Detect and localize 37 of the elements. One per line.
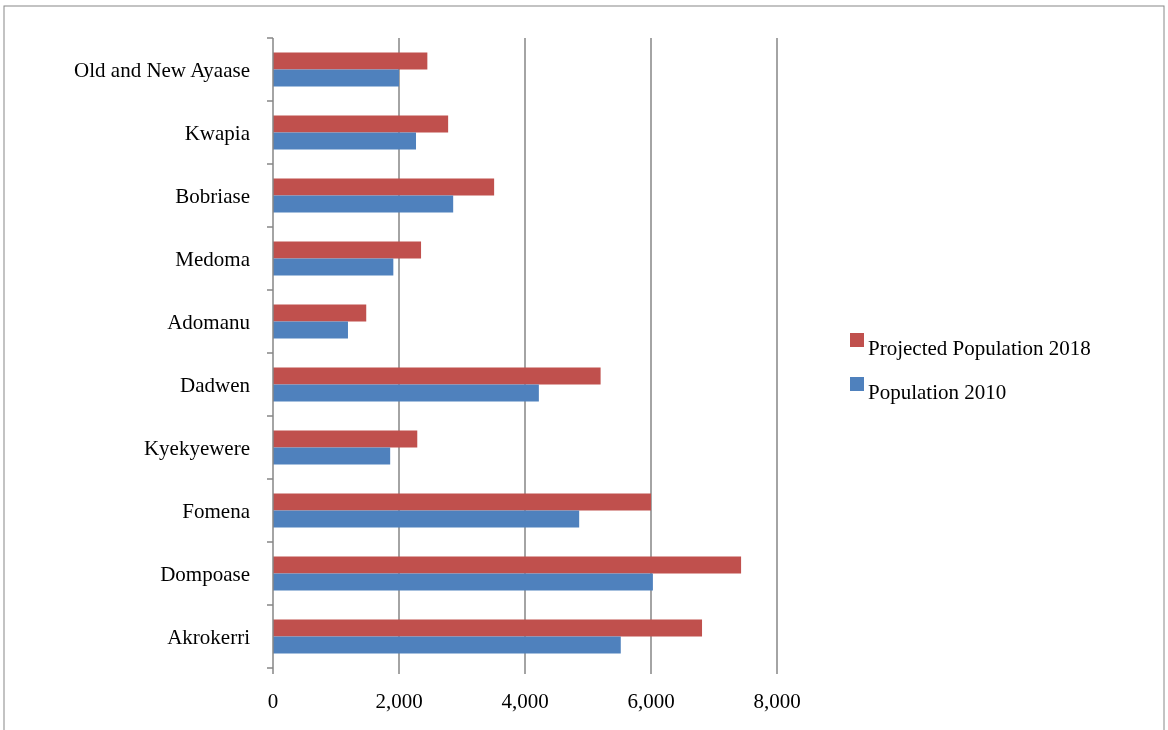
x-tick-label: 8,000 xyxy=(753,689,801,713)
bar xyxy=(273,115,449,133)
bar xyxy=(273,258,394,276)
y-tick-label: Adomanu xyxy=(167,309,251,334)
bar xyxy=(273,384,539,402)
y-tick-label: Bobriase xyxy=(175,183,250,208)
bar xyxy=(273,304,367,322)
x-tick-label: 6,000 xyxy=(627,689,675,713)
bar xyxy=(273,447,391,465)
legend-label: Projected Population 2018 xyxy=(868,336,1091,360)
y-tick-label: Medoma xyxy=(175,246,251,271)
bar xyxy=(273,493,651,511)
y-tick-label: Old and New Ayaase xyxy=(74,57,250,82)
bar xyxy=(273,132,417,150)
x-tick-label: 4,000 xyxy=(501,689,549,713)
bar xyxy=(273,52,428,70)
y-tick-label: Dompoase xyxy=(160,561,250,586)
x-tick-label: 0 xyxy=(267,689,279,713)
y-tick-label: Akrokerri xyxy=(167,624,251,649)
bar xyxy=(273,636,621,654)
bar xyxy=(273,556,742,574)
bar xyxy=(273,241,422,259)
legend-label: Population 2010 xyxy=(868,380,1007,404)
bar xyxy=(273,367,601,385)
y-tick-label: Kyekyewere xyxy=(143,435,250,460)
y-tick-label: Dadwen xyxy=(180,372,251,397)
bar xyxy=(273,573,653,591)
bar xyxy=(273,510,580,528)
bar xyxy=(273,430,418,448)
bar xyxy=(273,619,703,637)
bar xyxy=(273,195,454,213)
x-tick-label: 2,000 xyxy=(375,689,423,713)
y-tick-label: Fomena xyxy=(182,498,251,523)
bar xyxy=(273,69,399,87)
bar xyxy=(273,321,348,339)
y-tick-label: Kwapia xyxy=(184,120,251,145)
bar xyxy=(273,178,495,196)
